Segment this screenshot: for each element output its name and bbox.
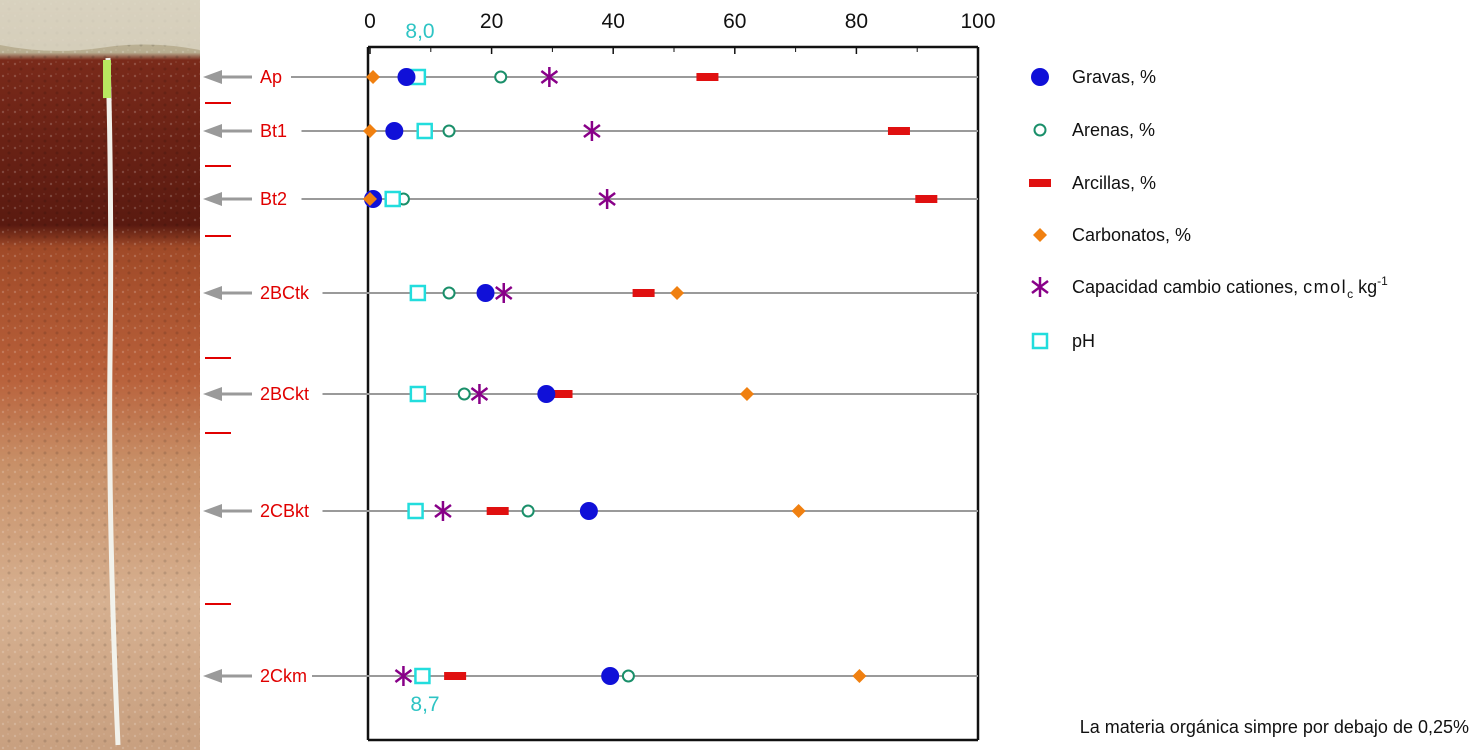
carbonatos-marker xyxy=(739,387,754,401)
cic-legend-icon xyxy=(1031,277,1049,297)
horizon-label: 2Ckm xyxy=(260,666,307,686)
x-tick-label: 60 xyxy=(723,10,746,33)
arcillas-legend-label: Arcillas, % xyxy=(1072,173,1156,193)
carbonatos-marker xyxy=(670,286,685,300)
carbonatos-marker xyxy=(366,70,381,84)
arcillas-marker xyxy=(887,127,910,135)
asterisk-stroke xyxy=(394,669,413,683)
soil-profile-photo xyxy=(0,0,200,750)
horizon-label: Bt2 xyxy=(260,189,287,209)
asterisk-stroke xyxy=(434,504,452,518)
ph-marker xyxy=(384,190,401,208)
asterisk-stroke xyxy=(583,124,601,138)
arenas-marker xyxy=(494,70,508,84)
horizon-arrow-icon xyxy=(203,669,222,683)
horizon-label: 2BCtk xyxy=(260,283,310,303)
horizon-arrow-icon xyxy=(203,70,222,84)
horizon-rows: Ap Bt1 Bt2 2BCtk 2BCkt 2CBkt 2Ckm xyxy=(203,67,978,686)
horizon-label: Bt1 xyxy=(260,121,287,141)
ph-legend-icon xyxy=(1031,332,1049,350)
asterisk-stroke xyxy=(598,192,616,206)
gravas-legend-icon xyxy=(1031,68,1049,86)
legend: Gravas, % Arenas, % Arcillas, % Carbonatos,… xyxy=(1029,67,1388,351)
cic-marker xyxy=(394,666,413,686)
cic-legend-label: Capacidad cambio cationes, cmolc kg-1 xyxy=(1072,274,1388,301)
x-axis: 0 20 40 60 80 100 xyxy=(364,10,996,742)
cic-marker xyxy=(470,384,489,404)
x-tick-label: 80 xyxy=(845,10,868,33)
ph-marker xyxy=(416,122,433,140)
horizon-label: 2CBkt xyxy=(260,501,309,521)
gravas-legend-label: Gravas, % xyxy=(1072,67,1156,87)
arenas-marker xyxy=(457,387,471,401)
arenas-marker xyxy=(442,286,456,300)
footnote: La materia orgánica simpre por debajo de… xyxy=(1080,717,1469,737)
cic-marker xyxy=(540,67,559,87)
ph-range-bottom-label: 8,7 xyxy=(410,693,439,716)
arenas-legend-icon xyxy=(1033,123,1047,137)
ph-marker xyxy=(409,385,427,403)
gravas-marker xyxy=(579,502,598,520)
horizon-arrow-icon xyxy=(203,286,222,300)
horizon-arrow-icon xyxy=(203,192,222,206)
carbonatos-marker xyxy=(791,504,806,518)
arenas-legend-label: Arenas, % xyxy=(1072,120,1155,140)
carbonatos-marker xyxy=(363,124,377,138)
ph-marker xyxy=(414,667,431,685)
arcillas-marker xyxy=(486,507,509,515)
x-tick-label: 20 xyxy=(480,10,503,33)
carbonatos-legend-icon xyxy=(1033,228,1047,242)
x-tick-label: 40 xyxy=(602,10,625,33)
asterisk-stroke xyxy=(470,387,489,401)
data-markers xyxy=(363,67,938,686)
x-tick-label: 0 xyxy=(364,10,376,33)
arenas-marker xyxy=(521,504,535,518)
cic-marker xyxy=(495,283,513,303)
gravas-marker xyxy=(476,284,495,302)
horizon-label: 2BCkt xyxy=(260,384,309,404)
horizon-arrow-icon xyxy=(203,124,222,138)
arcillas-marker xyxy=(444,672,467,680)
gravas-marker xyxy=(397,68,416,86)
ph-range-top-label: 8,0 xyxy=(405,20,434,43)
arcillas-marker xyxy=(550,390,573,398)
asterisk-stroke xyxy=(495,286,513,300)
gravas-marker xyxy=(537,385,556,403)
ph-legend-label: pH xyxy=(1072,331,1095,351)
carbonatos-marker xyxy=(363,192,377,206)
cic-marker xyxy=(434,501,452,521)
gravas-marker xyxy=(601,667,620,685)
arcillas-legend-icon xyxy=(1029,179,1051,187)
gravas-marker xyxy=(385,122,404,140)
ph-marker xyxy=(407,502,424,520)
arcillas-marker xyxy=(696,73,719,81)
horizon-arrow-icon xyxy=(203,504,222,518)
ph-marker xyxy=(409,284,427,302)
arcillas-marker xyxy=(915,195,938,203)
horizon-label: Ap xyxy=(260,67,282,87)
asterisk-stroke xyxy=(540,70,559,84)
cic-marker xyxy=(598,189,616,209)
x-tick-label: 100 xyxy=(960,10,995,33)
horizon-arrow-icon xyxy=(203,387,222,401)
arcillas-marker xyxy=(632,289,655,297)
asterisk-stroke xyxy=(1031,280,1049,294)
arenas-marker xyxy=(442,124,456,138)
carbonatos-marker xyxy=(852,669,867,683)
cic-marker xyxy=(583,121,601,141)
carbonatos-legend-label: Carbonatos, % xyxy=(1072,225,1191,245)
arenas-marker xyxy=(621,669,635,683)
